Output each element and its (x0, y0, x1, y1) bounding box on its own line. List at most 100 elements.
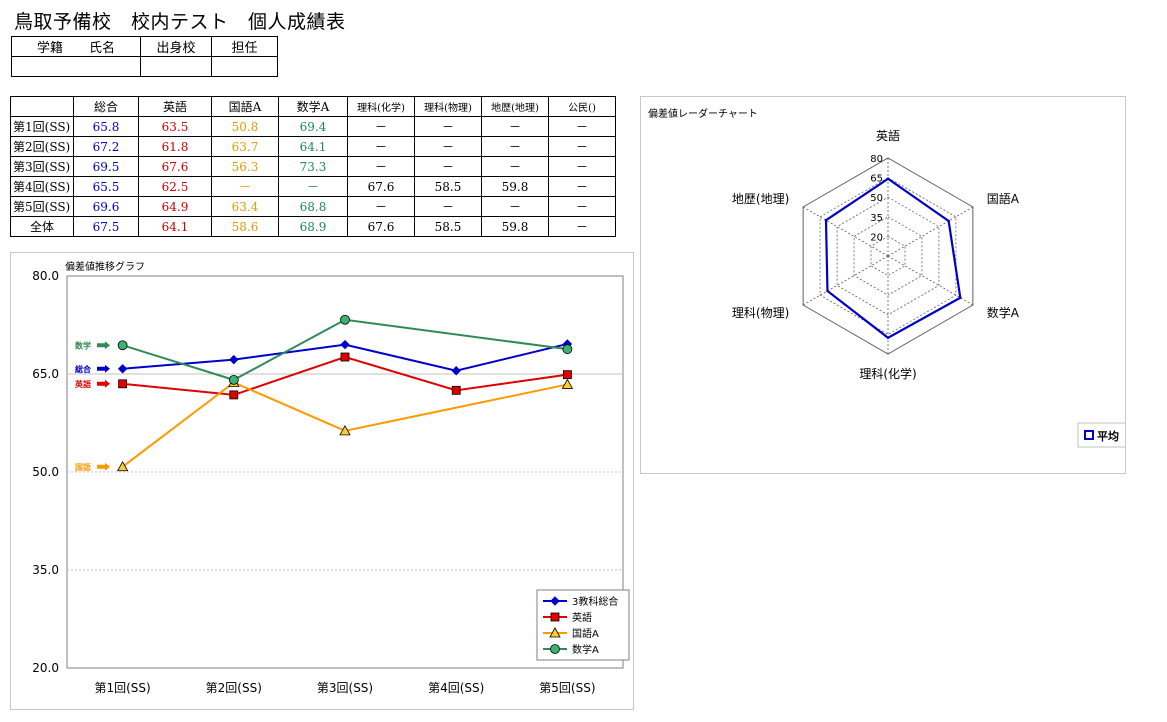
data-point (563, 370, 572, 380)
radar-tick-label: 80 (870, 154, 883, 165)
y-tick-label: 20.0 (32, 661, 59, 675)
score-cell: 69.5 (73, 156, 139, 177)
radar-ring (836, 196, 940, 316)
data-point (229, 390, 239, 400)
y-tick-label: 80.0 (32, 269, 59, 283)
score-cell: － (347, 156, 415, 177)
data-point (561, 378, 574, 389)
score-cell: － (548, 116, 616, 137)
radar-legend: 平均 (1077, 422, 1125, 448)
data-point (118, 379, 127, 389)
side-label: 英語 (74, 379, 91, 389)
score-cell: － (481, 196, 549, 217)
score-cell: 50.8 (211, 116, 279, 137)
radar-ring (870, 235, 906, 277)
radar-data-point (824, 218, 828, 222)
radar-spoke (802, 206, 889, 257)
radar-data-point (947, 219, 950, 223)
radar-data-point (886, 336, 890, 339)
series-0 (117, 339, 573, 376)
score-cell: 59.8 (481, 216, 549, 237)
series-line (122, 318, 568, 381)
score-column-header: 数学A (278, 96, 348, 117)
score-row-label: 第1回(SS) (10, 116, 74, 137)
score-cell: － (414, 196, 482, 217)
legend-label: 英語 (572, 611, 592, 624)
info-header-name: 学籍 氏名 (11, 36, 141, 57)
legend-label: 3教科総合 (572, 595, 618, 608)
radar-axis-label: 地歴(地理) (732, 192, 789, 206)
x-tick-label: 第5回(SS) (539, 681, 595, 695)
score-row-label: 第4回(SS) (10, 176, 74, 197)
score-cell: 63.5 (138, 116, 212, 137)
score-row: 第5回(SS) 69.6 64.9 63.4 68.8 －－－－ (10, 196, 616, 217)
trend-chart: 20.0 35.0 50.0 65.0 80.0 第1回(SS) 第2回(SS) 第3回(SS… (32, 269, 630, 695)
radar-tick-label: 50 (870, 193, 883, 204)
score-cell: 65.5 (73, 176, 139, 197)
data-point (117, 340, 128, 351)
data-point (229, 354, 239, 365)
data-point (340, 352, 350, 362)
score-cell: 64.1 (278, 136, 348, 157)
radar-spoke (887, 206, 974, 257)
score-cell: 58.5 (414, 216, 482, 237)
student-info-table: 学籍 氏名 出身校 担任 (11, 36, 278, 77)
radar-axis-label: 理科(化学) (859, 366, 916, 381)
score-cell: 67.6 (347, 176, 415, 197)
score-cell: 59.8 (481, 176, 549, 197)
radar-chart-title: 偏差値レーダーチャート (648, 109, 758, 120)
score-cell: 68.9 (278, 216, 348, 237)
data-point (116, 460, 129, 472)
trend-chart-panel: 偏差値推移グラフ 20.0 35.0 50.0 65.0 80.0 第1回(SS) 第2回(… (10, 252, 634, 710)
score-row: 第2回(SS) 67.2 61.8 63.7 64.1 －－－－ (10, 136, 616, 157)
score-cell: － (548, 136, 616, 157)
series-line (121, 381, 568, 468)
score-cell: － (414, 116, 482, 137)
legend-swatch (1084, 430, 1094, 440)
score-row-label: 第3回(SS) (10, 156, 74, 177)
score-cell: 64.1 (138, 216, 212, 237)
data-point (117, 364, 128, 374)
score-row: 第3回(SS) 69.5 67.6 56.3 73.3 －－－－ (10, 156, 616, 177)
x-tick-label: 第2回(SS) (206, 681, 262, 695)
score-cell: － (347, 196, 415, 217)
score-cell: 69.4 (278, 116, 348, 137)
y-tick-label: 35.0 (32, 563, 59, 577)
score-cell: 56.3 (211, 156, 279, 177)
radar-axis-label: 数学A (987, 305, 1020, 320)
legend-marker (550, 644, 560, 654)
radar-spoke (887, 255, 974, 306)
score-cell: 63.7 (211, 136, 279, 157)
score-column-header: 総合 (73, 96, 139, 117)
score-cell: － (414, 136, 482, 157)
legend-marker (550, 596, 560, 606)
score-cell: － (211, 176, 279, 197)
side-label: 国語 (75, 462, 91, 472)
score-cell: 67.6 (347, 216, 415, 237)
side-label: 総合 (75, 364, 92, 374)
radar-data-point (826, 289, 829, 293)
series-3 (117, 314, 573, 385)
score-cell: 63.4 (211, 196, 279, 217)
score-cell: 58.6 (211, 216, 279, 237)
info-header-school: 出身校 (140, 36, 212, 57)
data-point (451, 366, 461, 376)
score-row-label: 第2回(SS) (10, 136, 74, 157)
score-cell: 64.9 (138, 196, 212, 217)
radar-tick-label: 20 (870, 232, 883, 243)
x-tick-label: 第3回(SS) (317, 681, 373, 695)
score-cell: － (414, 156, 482, 177)
score-cell: － (481, 136, 549, 157)
score-cell: 61.8 (138, 136, 212, 157)
page-title: 鳥取予備校 校内テスト 個人成績表 (14, 11, 346, 33)
data-point (339, 425, 351, 436)
score-cell: － (347, 116, 415, 137)
info-value-name (11, 56, 141, 77)
radar-data-point (959, 296, 962, 299)
score-cell: 62.5 (138, 176, 212, 197)
data-point (340, 339, 350, 350)
score-column-header: 国語A (211, 96, 279, 117)
score-cell: 67.6 (138, 156, 212, 177)
score-cell: 73.3 (278, 156, 348, 177)
